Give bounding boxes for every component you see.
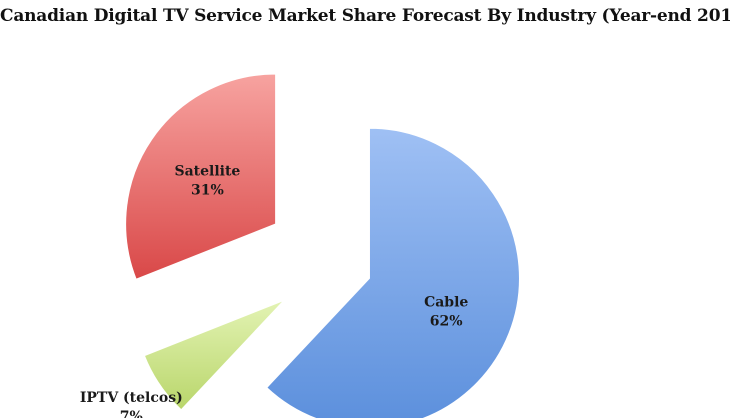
pie-slice-iptv-telcos: [143, 299, 285, 411]
slice-value-label: 31%: [191, 183, 224, 199]
slice-label: Cable: [424, 295, 468, 311]
slice-label: Satellite: [174, 164, 240, 180]
slice-value-label: 62%: [430, 314, 463, 330]
pie-slices: [125, 73, 520, 418]
slice-label: IPTV (telcos): [80, 390, 183, 406]
chart-title: Canadian Digital TV Service Market Share…: [0, 6, 730, 26]
slice-labels: Cable 62% IPTV (telcos) 7% Satellite 31%: [80, 164, 469, 418]
pie-slice-satellite: [125, 73, 277, 280]
pie-slice-cable: [266, 127, 520, 418]
slice-value-label: 7%: [120, 409, 143, 418]
